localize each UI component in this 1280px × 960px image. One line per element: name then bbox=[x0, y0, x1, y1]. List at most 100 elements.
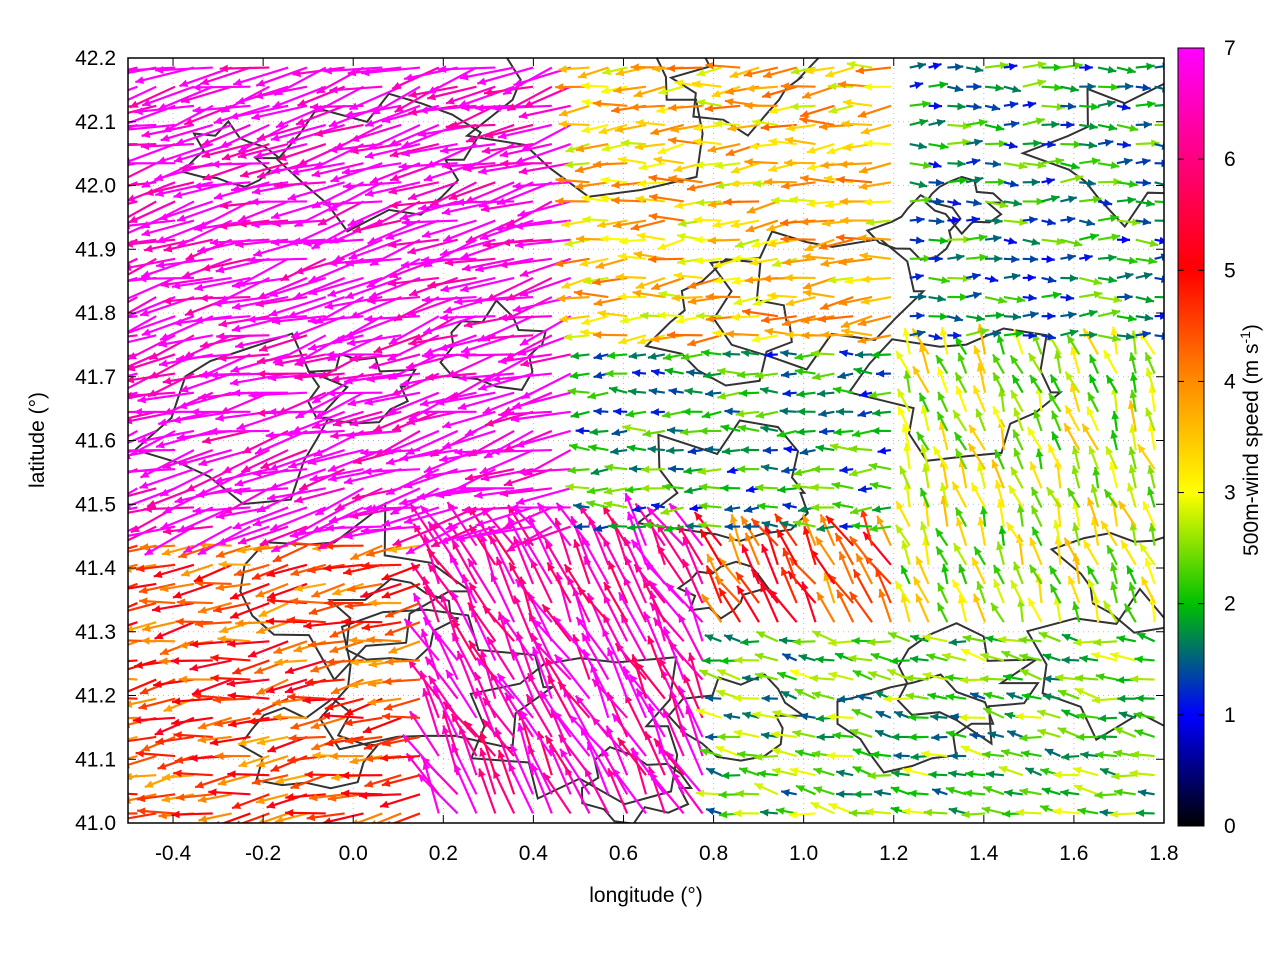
wind-arrow-shaft bbox=[390, 487, 440, 516]
wind-arrow bbox=[827, 573, 855, 604]
wind-arrow bbox=[1103, 488, 1118, 509]
wind-arrow bbox=[232, 659, 270, 675]
wind-arrow bbox=[1092, 638, 1117, 647]
wind-arrow-head bbox=[604, 582, 612, 592]
wind-arrow-shaft bbox=[554, 517, 572, 566]
wind-arrow bbox=[867, 670, 892, 681]
wind-arrow-head bbox=[303, 621, 312, 630]
wind-arrow-head bbox=[443, 701, 452, 711]
wind-arrow bbox=[1114, 788, 1136, 797]
wind-arrow bbox=[910, 752, 929, 761]
wind-arrow-head bbox=[144, 780, 154, 788]
wind-arrow bbox=[324, 599, 364, 607]
wind-arrow-head bbox=[1001, 651, 1011, 659]
wind-arrow-head bbox=[217, 778, 227, 786]
wind-arrow bbox=[350, 658, 383, 667]
wind-arrow bbox=[128, 544, 138, 550]
wind-arrow bbox=[1049, 583, 1062, 604]
wind-arrow-head bbox=[815, 655, 824, 664]
wind-arrow-head bbox=[666, 751, 675, 761]
wind-arrow-head bbox=[223, 506, 233, 514]
wind-arrow-head bbox=[479, 649, 488, 659]
wind-arrow-shaft bbox=[138, 276, 194, 280]
wind-arrow-head bbox=[155, 737, 164, 746]
wind-arrow bbox=[810, 503, 835, 512]
wind-arrow bbox=[704, 634, 722, 643]
wind-arrow-head bbox=[170, 657, 179, 665]
wind-arrow-head bbox=[1092, 638, 1102, 647]
wind-arrow-head bbox=[347, 584, 356, 593]
wind-arrow-head bbox=[469, 640, 477, 650]
wind-arrow-head bbox=[699, 669, 709, 677]
wind-arrow bbox=[923, 808, 948, 817]
wind-arrow bbox=[154, 621, 195, 640]
wind-arrow bbox=[1048, 565, 1062, 585]
wind-arrow-head bbox=[256, 626, 266, 635]
wind-arrow bbox=[304, 678, 345, 687]
wind-arrow-shaft bbox=[314, 487, 364, 517]
wind-arrow-head bbox=[420, 628, 429, 638]
wind-arrow bbox=[1140, 576, 1156, 604]
wind-arrow-shaft bbox=[162, 525, 213, 534]
wind-arrow-shaft bbox=[445, 669, 478, 719]
wind-arrow-shaft bbox=[536, 502, 572, 547]
wind-arrow-shaft bbox=[128, 525, 138, 533]
wind-arrow bbox=[128, 812, 157, 820]
wind-arrow-head bbox=[640, 484, 649, 493]
wind-arrow-head bbox=[742, 674, 751, 683]
wind-arrow bbox=[379, 793, 421, 809]
wind-arrow-shaft bbox=[128, 812, 157, 820]
wind-arrow bbox=[1102, 600, 1118, 623]
wind-arrow-head bbox=[352, 493, 361, 501]
wind-arrow-head bbox=[754, 753, 763, 761]
wind-arrow-head bbox=[1060, 789, 1069, 797]
wind-arrow bbox=[363, 735, 402, 751]
wind-arrow bbox=[479, 731, 497, 776]
wind-arrow-shaft bbox=[405, 752, 440, 795]
wind-arrow bbox=[501, 615, 534, 662]
wind-arrow bbox=[1077, 807, 1099, 816]
wind-arrow bbox=[1137, 789, 1155, 797]
wind-arrow bbox=[792, 729, 816, 739]
wind-arrow-head bbox=[875, 729, 885, 738]
wind-arrow-head bbox=[612, 713, 621, 723]
wind-arrow-head bbox=[742, 711, 752, 720]
wind-arrow bbox=[293, 582, 326, 592]
wind-arrow-head bbox=[593, 524, 603, 532]
wind-arrow-head bbox=[733, 694, 742, 703]
wind-arrow-head bbox=[1064, 537, 1072, 547]
wind-arrow bbox=[647, 635, 666, 680]
wind-arrow-head bbox=[430, 520, 440, 529]
wind-arrow-head bbox=[850, 507, 859, 515]
wind-arrow bbox=[456, 650, 478, 700]
wind-arrow-shaft bbox=[502, 506, 553, 530]
wind-arrow-head bbox=[181, 569, 191, 577]
wind-arrow-head bbox=[154, 727, 164, 736]
wind-arrow-head bbox=[629, 674, 638, 684]
wind-arrow bbox=[210, 674, 251, 683]
wind-arrow-head bbox=[790, 669, 800, 677]
wind-arrow-head bbox=[870, 652, 880, 661]
wind-arrow bbox=[194, 774, 232, 789]
wind-arrow bbox=[705, 807, 722, 816]
wind-arrow-head bbox=[473, 531, 483, 540]
wind-arrow-head bbox=[128, 565, 132, 573]
wind-arrow bbox=[348, 636, 383, 645]
wind-arrow bbox=[695, 789, 722, 798]
wind-arrow bbox=[574, 522, 590, 531]
wind-arrow-head bbox=[1074, 688, 1084, 696]
wind-arrow bbox=[952, 542, 968, 566]
wind-arrow-head bbox=[285, 808, 294, 817]
wind-arrow-head bbox=[1109, 810, 1119, 819]
wind-arrow bbox=[894, 580, 911, 604]
wind-arrow-head bbox=[573, 539, 581, 549]
wind-arrow bbox=[1067, 575, 1081, 604]
wind-arrow-head bbox=[979, 505, 988, 515]
wind-arrow-head bbox=[761, 544, 769, 554]
wind-arrow-head bbox=[476, 657, 485, 667]
wind-arrow-shaft bbox=[575, 616, 610, 662]
wind-arrow-head bbox=[334, 503, 344, 511]
wind-arrow-shaft bbox=[354, 812, 383, 823]
wind-arrow-head bbox=[770, 730, 780, 739]
wind-arrow bbox=[663, 525, 684, 533]
